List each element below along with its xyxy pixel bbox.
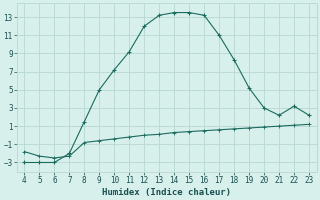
X-axis label: Humidex (Indice chaleur): Humidex (Indice chaleur) (102, 188, 231, 197)
